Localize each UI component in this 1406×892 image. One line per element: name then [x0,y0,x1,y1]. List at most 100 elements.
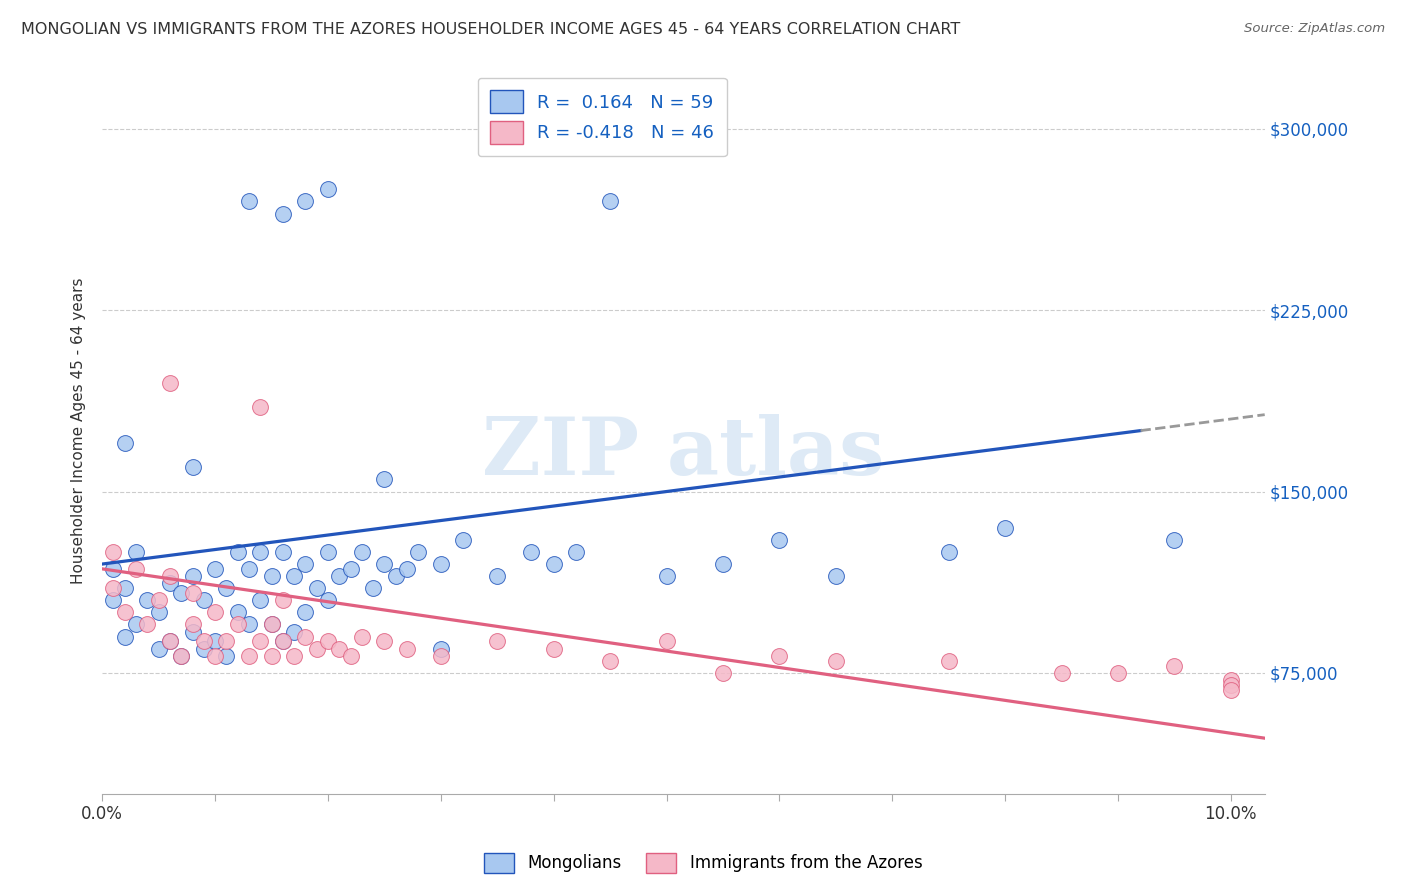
Point [328,569,350,583]
Point [655,569,678,583]
Point [395,562,418,576]
Point [271,206,294,220]
Point [204,606,226,620]
Point [193,634,215,648]
Y-axis label: Householder Income Ages 45 - 64 years: Householder Income Ages 45 - 64 years [72,277,86,584]
Point [148,641,170,656]
Point [395,641,418,656]
Legend: R =  0.164   N = 59, R = -0.418   N = 46: R = 0.164 N = 59, R = -0.418 N = 46 [478,78,727,156]
Point [181,617,204,632]
Point [249,545,271,559]
Point [238,617,260,632]
Legend: Mongolians, Immigrants from the Azores: Mongolians, Immigrants from the Azores [477,847,929,880]
Point [103,545,125,559]
Point [1219,673,1241,687]
Point [215,581,238,595]
Point [543,557,565,571]
Point [181,624,204,639]
Text: Source: ZipAtlas.com: Source: ZipAtlas.com [1244,22,1385,36]
Point [271,634,294,648]
Point [148,593,170,607]
Point [226,545,249,559]
Point [271,634,294,648]
Point [215,634,238,648]
Point [125,562,148,576]
Point [373,634,395,648]
Point [170,648,193,663]
Point [294,194,316,209]
Point [294,557,316,571]
Point [193,593,215,607]
Point [316,593,339,607]
Point [328,641,350,656]
Point [260,648,283,663]
Point [824,569,846,583]
Point [350,545,373,559]
Point [204,562,226,576]
Point [159,576,181,591]
Point [170,648,193,663]
Point [1219,678,1241,692]
Point [1107,665,1129,680]
Point [238,562,260,576]
Point [170,586,193,600]
Point [249,634,271,648]
Point [599,654,621,668]
Point [215,648,238,663]
Point [136,593,159,607]
Point [430,648,453,663]
Point [294,630,316,644]
Point [204,648,226,663]
Point [271,593,294,607]
Point [768,648,790,663]
Point [283,624,305,639]
Point [283,569,305,583]
Point [181,460,204,475]
Point [136,617,159,632]
Point [1050,665,1073,680]
Point [103,581,125,595]
Point [114,606,136,620]
Point [430,557,453,571]
Point [350,630,373,644]
Text: ZIP atlas: ZIP atlas [482,414,884,491]
Point [238,194,260,209]
Point [294,606,316,620]
Point [159,376,181,390]
Point [260,569,283,583]
Point [565,545,588,559]
Point [938,654,960,668]
Point [339,648,361,663]
Point [181,569,204,583]
Point [373,557,395,571]
Point [938,545,960,559]
Point [824,654,846,668]
Point [520,545,543,559]
Point [260,617,283,632]
Point [384,569,406,583]
Point [283,648,305,663]
Point [159,569,181,583]
Point [339,562,361,576]
Point [159,634,181,648]
Point [599,194,621,209]
Point [103,593,125,607]
Point [305,641,328,656]
Point [406,545,429,559]
Point [768,533,790,547]
Point [373,472,395,486]
Point [114,630,136,644]
Point [249,593,271,607]
Text: MONGOLIAN VS IMMIGRANTS FROM THE AZORES HOUSEHOLDER INCOME AGES 45 - 64 YEARS CO: MONGOLIAN VS IMMIGRANTS FROM THE AZORES … [21,22,960,37]
Point [103,562,125,576]
Point [114,436,136,450]
Point [486,569,509,583]
Point [655,634,678,648]
Point [226,606,249,620]
Point [1219,682,1241,697]
Point [316,182,339,196]
Point [226,617,249,632]
Point [486,634,509,648]
Point [193,641,215,656]
Point [316,634,339,648]
